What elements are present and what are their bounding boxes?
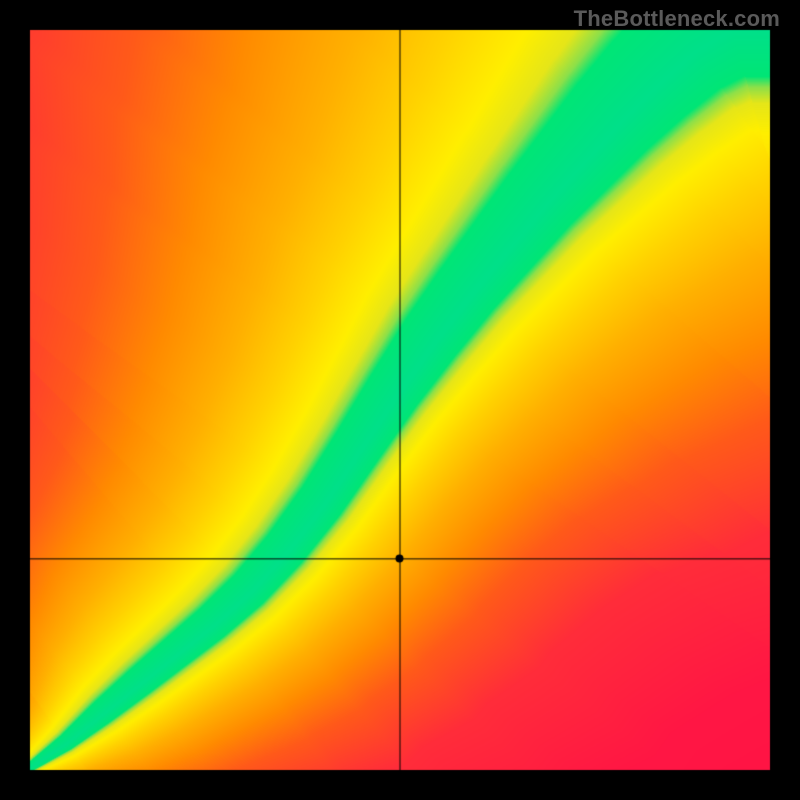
bottleneck-heatmap	[0, 0, 800, 800]
watermark-text: TheBottleneck.com	[574, 6, 780, 32]
